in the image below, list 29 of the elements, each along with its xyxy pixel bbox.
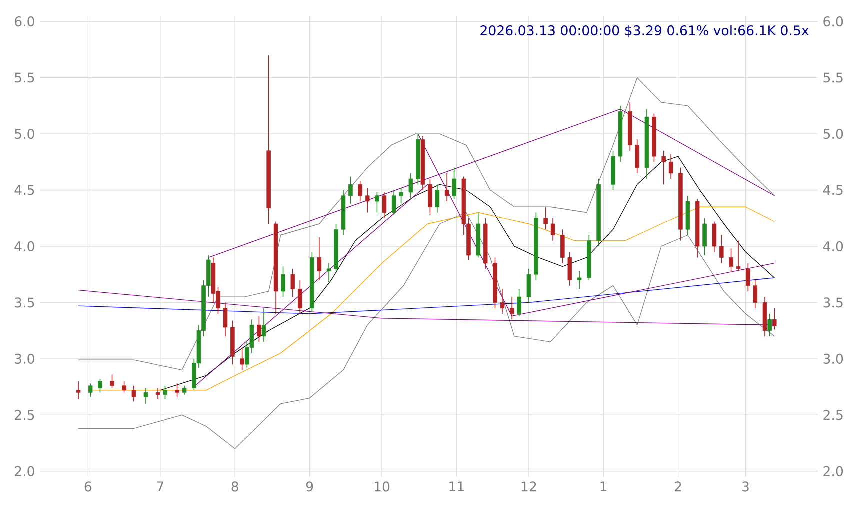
y-tick-label: 3.5	[15, 298, 34, 308]
y2-tick-label: 4.5	[823, 185, 843, 196]
x-tick-label: 9	[306, 482, 314, 492]
x-tick-label: 1	[600, 482, 607, 492]
x-tick-label: 2	[675, 482, 682, 492]
y-tick-label: 3.0	[15, 354, 34, 364]
y-tick-label: 4.0	[14, 241, 34, 252]
y-tick-label: 4.5	[14, 185, 34, 196]
y2-tick-label: 5.0	[824, 128, 844, 140]
y2-tick-label: 5.5	[824, 72, 843, 83]
x-tick-label: 10	[375, 482, 390, 492]
y-tick-label: 2.0	[15, 466, 34, 476]
y-tick-label: 5.0	[15, 128, 34, 140]
x-tick-label: 3	[742, 482, 749, 492]
x-tick-label: 7	[157, 482, 164, 492]
x-tick-label: 8	[232, 482, 238, 492]
y-tick-label: 5.5	[15, 72, 34, 83]
y2-tick-label: 2.5	[824, 410, 843, 420]
y2-tick-label: 2.0	[824, 466, 844, 476]
y-tick-label: 2.5	[15, 410, 34, 420]
x-tick-label: 12	[522, 482, 536, 492]
y2-tick-label: 3.0	[824, 354, 844, 364]
y-tick-label: 6.0	[15, 16, 34, 27]
y2-tick-label: 6.0	[824, 16, 844, 27]
text: 2026.03.13 00:00:00 $3.29 0.61% vol:66.1K 0.5x	[480, 25, 809, 38]
x-tick-label: 6	[84, 482, 92, 492]
y2-tick-label: 4.0	[823, 241, 844, 252]
y2-tick-label: 3.5	[824, 298, 843, 308]
x-tick-label: 11	[450, 482, 464, 492]
